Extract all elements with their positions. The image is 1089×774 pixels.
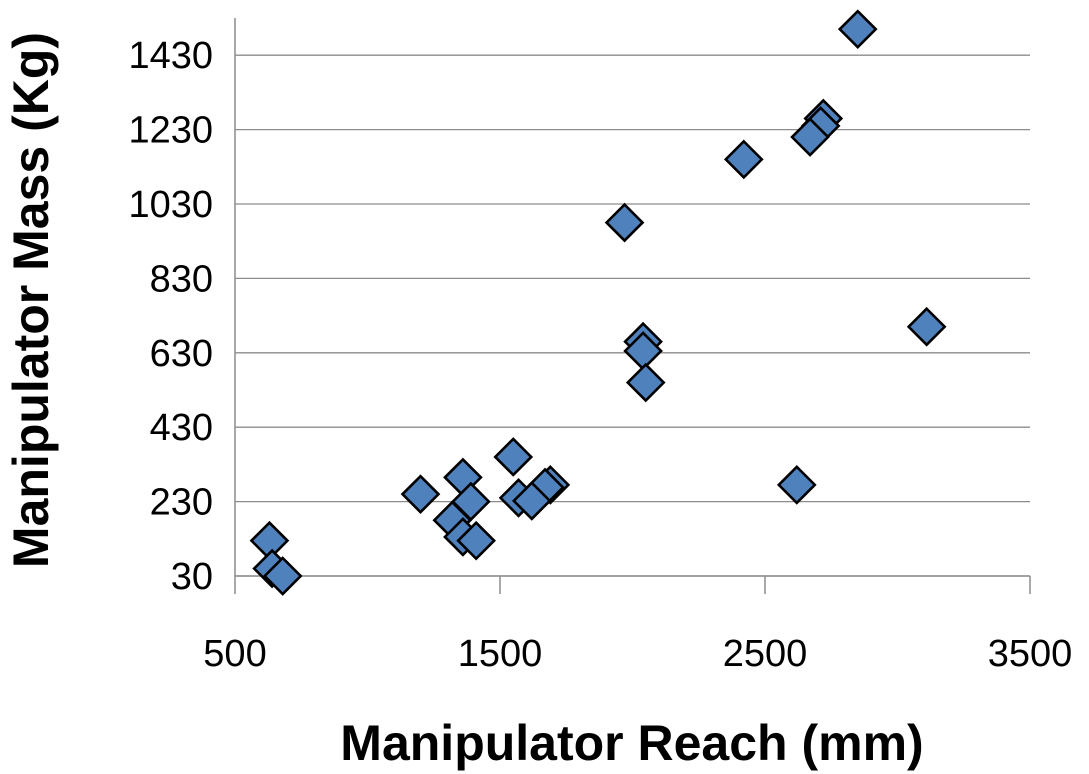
data-point (511, 481, 552, 521)
data-point (723, 139, 764, 180)
y-axis-title: Manipulator Mass (Kg) (3, 32, 59, 568)
x-axis-title: Manipulator Reach (mm) (340, 715, 923, 771)
gridlines (235, 54, 1030, 577)
y-tick-label: 630 (150, 333, 213, 375)
data-points (249, 9, 947, 596)
y-tick-label: 30 (171, 556, 213, 598)
data-point (776, 465, 817, 505)
data-point (456, 520, 496, 561)
x-tick-label: 1500 (458, 633, 543, 675)
x-tick-label: 3500 (988, 633, 1073, 675)
y-tick-label: 830 (150, 258, 213, 300)
y-tick-label: 230 (150, 482, 213, 524)
data-point (262, 556, 303, 596)
x-tick-label: 2500 (723, 633, 808, 675)
y-tick-label: 1430 (128, 35, 213, 77)
y-tick-labels: 30 230 430 630 830 1030 1230 1430 (128, 35, 213, 598)
data-point (400, 474, 441, 514)
y-tick-label: 1030 (128, 184, 213, 226)
data-point (906, 306, 947, 347)
x-tick-label: 500 (203, 633, 266, 675)
data-point (493, 437, 534, 477)
data-point (790, 117, 830, 157)
data-point (625, 362, 666, 403)
data-point (604, 202, 645, 243)
x-tick-labels: 500 1500 2500 3500 (203, 633, 1072, 675)
axes (234, 18, 1031, 594)
y-tick-label: 1230 (128, 110, 213, 152)
y-tick-label: 430 (150, 407, 213, 449)
data-point (837, 9, 878, 49)
